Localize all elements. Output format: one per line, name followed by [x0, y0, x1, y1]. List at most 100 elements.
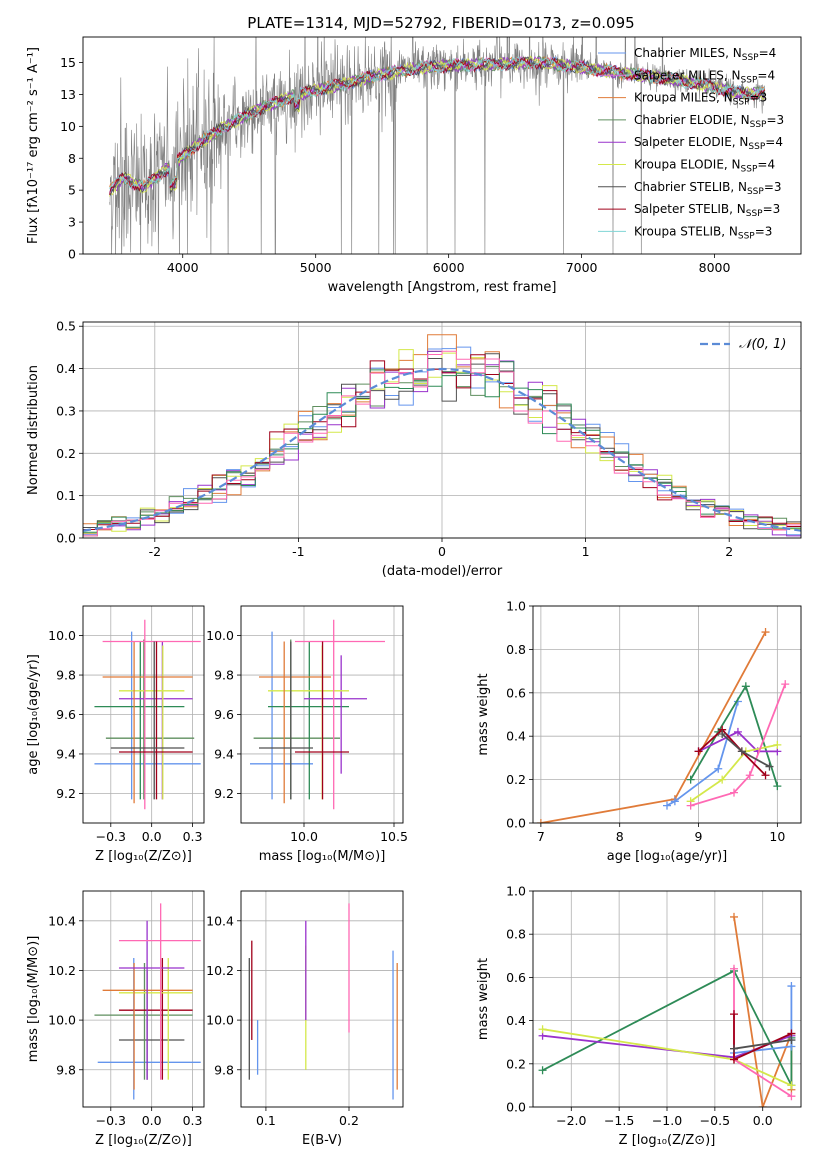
z-weight-plot-area [538, 912, 796, 1107]
z-mass-ylabel: mass [log₁₀(M/M⊙)] [26, 936, 41, 1063]
ebv-mass-xtick-label: 0.2 [339, 1113, 359, 1128]
z-weight-marker [538, 1066, 547, 1075]
age-weight-marker [694, 747, 703, 756]
z-weight-marker [787, 1092, 796, 1101]
age-weight-marker [670, 797, 679, 806]
model-spectrum-8 [109, 56, 766, 189]
age-weight-marker [663, 801, 671, 810]
residuals-xtick-label: 0 [438, 544, 446, 559]
z-weight-marker [787, 1081, 796, 1090]
age-weight-marker [536, 819, 545, 823]
age-weight-marker [741, 682, 750, 691]
age-weight-xtick-label: 10 [769, 829, 785, 844]
legend-entry: Chabrier MILES, NSSP=4 [634, 46, 776, 63]
legend-text: Kroupa STELIB, N [634, 224, 738, 238]
mass-age-xtick-label: 10.0 [290, 829, 318, 844]
z-weight-ytick-label: 0.4 [506, 1013, 526, 1028]
residuals-xtick-label: -2 [149, 544, 161, 559]
z-weight-marker [730, 964, 738, 973]
age-weight-xtick-label: 9 [695, 829, 703, 844]
mass-age-xtick-label: 10.5 [380, 829, 408, 844]
age-weight-marker [686, 775, 695, 784]
legend-text: =4 [757, 68, 775, 82]
z-age-xtick-label: −0.3 [96, 829, 126, 844]
age-weight-marker [718, 775, 727, 784]
spectrum-plot-area [109, 37, 766, 254]
z-weight-marker [758, 1103, 767, 1107]
z-weight-ytick-label: 1.0 [506, 884, 526, 899]
legend-text: =3 [764, 180, 782, 194]
legend-text: Chabrier STELIB, N [634, 180, 747, 194]
age-weight-frame [532, 605, 802, 824]
z-age-xtick-label: 0.3 [183, 829, 203, 844]
spectrum-ylabel: Flux [fλ10⁻¹⁷ erg cm⁻² s⁻¹ A⁻¹] [26, 47, 41, 244]
z-mass-frame [82, 890, 205, 1108]
age-weight-marker [745, 771, 754, 780]
z-mass-ytick-label: 10.0 [48, 1013, 76, 1028]
ebv-mass-axes: 0.1 0.2 9.8 10.0 10.2 10.4 E(B-V) [206, 890, 404, 1148]
legend-text: =3 [766, 113, 784, 127]
z-weight-xtick-label: 0.0 [753, 1113, 773, 1128]
z-weight-ytick-label: 0.2 [506, 1056, 526, 1071]
residuals-ytick-label: 0.3 [56, 403, 76, 418]
legend-sub: SSP [733, 98, 750, 108]
z-age-ytick-label: 10.0 [48, 628, 76, 643]
legend-text: =4 [757, 158, 775, 172]
residuals-ytick-label: 0.0 [56, 531, 76, 546]
residuals-axes: -2 -1 0 1 2 0.0 0.1 0.2 0.3 0.4 0.5 (data-model)/er… [26, 319, 802, 579]
z-weight-ylabel: mass weight [476, 958, 491, 1040]
residual-hist-8 [83, 350, 801, 537]
legend-text: =4 [765, 135, 783, 149]
residuals-xtick-label: 1 [582, 544, 590, 559]
z-mass-axes: −0.3 0.0 0.3 9.8 10.0 10.2 10.4 Z [log₁₀(Z/Z⊙)]… [26, 890, 205, 1148]
ebv-mass-ytick-label: 9.8 [214, 1062, 234, 1077]
z-weight-marker [538, 1025, 547, 1034]
age-weight-ytick-label: 0.8 [506, 642, 526, 657]
age-weight-marker [686, 801, 695, 810]
age-weight-marker [761, 628, 770, 637]
legend-entry: Chabrier ELODIE, NSSP=3 [634, 113, 784, 130]
legend-sub: SSP [741, 75, 758, 85]
age-weight-xtick-label: 7 [537, 829, 545, 844]
age-weight-marker [781, 680, 790, 689]
spectrum-ytick-label: 10 [60, 119, 76, 134]
age-weight-ylabel: mass weight [476, 673, 491, 755]
legend-entry: Salpeter ELODIE, NSSP=4 [634, 135, 783, 152]
normal-legend-label: 𝒩(0, 1) [739, 337, 786, 352]
z-weight-marker [730, 912, 738, 921]
normal-curve [83, 367, 801, 532]
legend-sub: SSP [741, 165, 758, 175]
z-mass-plot-area [94, 903, 201, 1100]
z-weight-xtick-label: −1.0 [652, 1113, 682, 1128]
legend-sub: SSP [747, 187, 764, 197]
model-spectrum-6 [109, 56, 766, 196]
legend-entry: Salpeter STELIB, NSSP=3 [634, 202, 780, 219]
residual-hist-6 [83, 354, 801, 530]
z-weight-ytick-label: 0.6 [506, 970, 526, 985]
residuals-xtick-label: -1 [292, 544, 304, 559]
ebv-mass-ytick-label: 10.2 [206, 963, 234, 978]
legend-text: Salpeter STELIB, N [634, 202, 746, 216]
spectrum-ytick-label: 15 [60, 55, 76, 70]
mass-age-ytick-label: 9.2 [214, 786, 234, 801]
spectrum-ytick-label: 8 [68, 151, 76, 166]
ebv-mass-ytick-label: 10.0 [206, 1013, 234, 1028]
residuals-plot-area [83, 334, 801, 537]
z-age-plot-area [94, 619, 201, 810]
spectrum-xlabel: wavelength [Angstrom, rest frame] [328, 280, 557, 295]
age-weight-plot-area [536, 628, 790, 823]
residuals-frame [82, 321, 802, 539]
mass-age-plot-area [250, 619, 385, 810]
mass-age-ytick-label: 9.6 [214, 707, 234, 722]
mass-age-frame [240, 605, 404, 824]
z-age-ytick-label: 9.6 [56, 707, 76, 722]
z-age-frame [82, 605, 205, 824]
age-weight-series-2 [689, 684, 779, 787]
legend-text: =3 [755, 224, 773, 238]
z-weight-marker [730, 1010, 738, 1019]
residuals-ytick-label: 0.1 [56, 488, 76, 503]
legend-entry: Kroupa STELIB, NSSP=3 [634, 224, 772, 241]
legend-sub: SSP [748, 142, 765, 152]
spectrum-ytick-label: 5 [68, 183, 76, 198]
